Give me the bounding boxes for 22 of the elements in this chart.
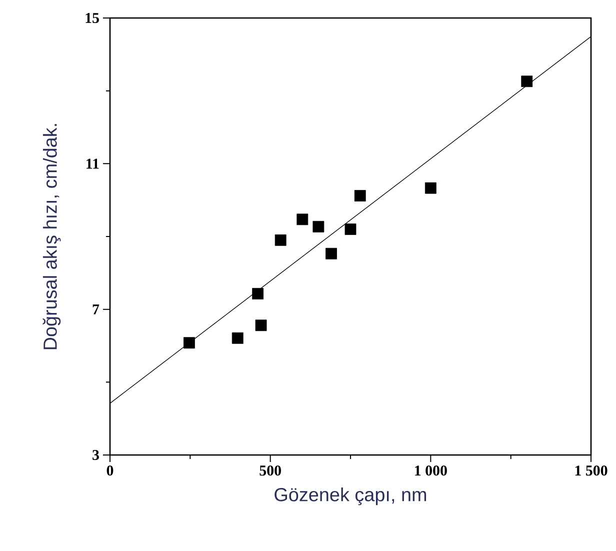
point — [252, 288, 264, 300]
point — [296, 214, 308, 226]
x-tick-label: 0 — [106, 466, 114, 476]
y-tick-label: 3 — [92, 450, 99, 460]
x-tick-label: 1 000 — [415, 466, 447, 476]
y-tick-label: 7 — [92, 304, 100, 314]
point — [184, 337, 195, 349]
point — [354, 190, 366, 202]
x-tick-label: 500 — [260, 466, 281, 476]
x-axis-title: Gözenek çapı, nm — [274, 487, 426, 506]
point — [344, 224, 356, 235]
point — [255, 320, 267, 332]
point — [326, 248, 337, 260]
y-axis-title: Doğrusal akış hızı, cm/dak. — [42, 124, 61, 350]
y-tick-label: 15 — [86, 12, 99, 23]
point — [312, 220, 324, 232]
point — [232, 332, 244, 344]
point — [274, 234, 286, 246]
point — [424, 182, 436, 194]
x-tick-label: 1 500 — [575, 466, 608, 476]
y-tick-label: 11 — [86, 158, 99, 169]
point — [521, 76, 533, 88]
